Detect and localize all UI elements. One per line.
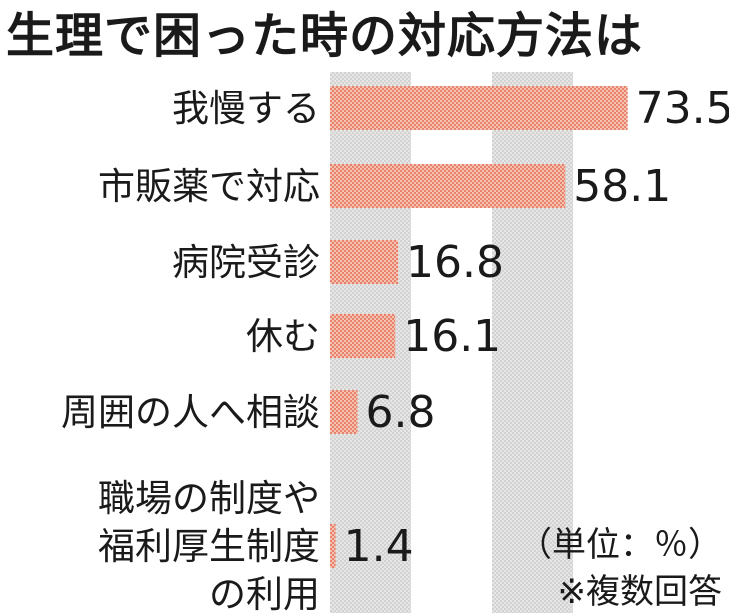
chart-title: 生理で困った時の対応方法は (6, 8, 643, 64)
bar-series (330, 86, 628, 568)
value-label-1: 58.1 (573, 161, 671, 212)
category-label-5-0: 職場の制度や (98, 477, 320, 520)
bar-5 (330, 524, 336, 568)
category-label-4-0: 周囲の人へ相談 (61, 391, 320, 434)
bar-2 (330, 240, 399, 284)
footnote: ※複数回答 (558, 572, 723, 612)
value-label-2: 16.8 (406, 237, 504, 288)
category-label-2-0: 病院受診 (172, 241, 320, 284)
value-label-3: 16.1 (403, 311, 501, 362)
value-labels: 73.5 58.1 16.8 16.1 6.8 1.4 (344, 83, 729, 572)
category-label-0-0: 我慢する (172, 87, 320, 130)
bar-0 (330, 86, 628, 130)
value-label-0: 73.5 (636, 83, 729, 134)
bar-4 (330, 390, 358, 434)
category-label-1-0: 市販薬で対応 (98, 165, 320, 208)
bar-3 (330, 314, 396, 358)
bar-1 (330, 164, 566, 208)
value-label-4: 6.8 (366, 387, 436, 438)
value-label-5: 1.4 (344, 521, 414, 572)
category-label-5-1: 福利厚生制度 (98, 525, 320, 568)
unit-note: （単位：％） (518, 525, 722, 565)
grid-bands (330, 72, 573, 613)
grid-band-1 (492, 72, 573, 613)
category-label-3-0: 休む (246, 315, 320, 358)
category-label-5-2: の利用 (209, 573, 320, 613)
